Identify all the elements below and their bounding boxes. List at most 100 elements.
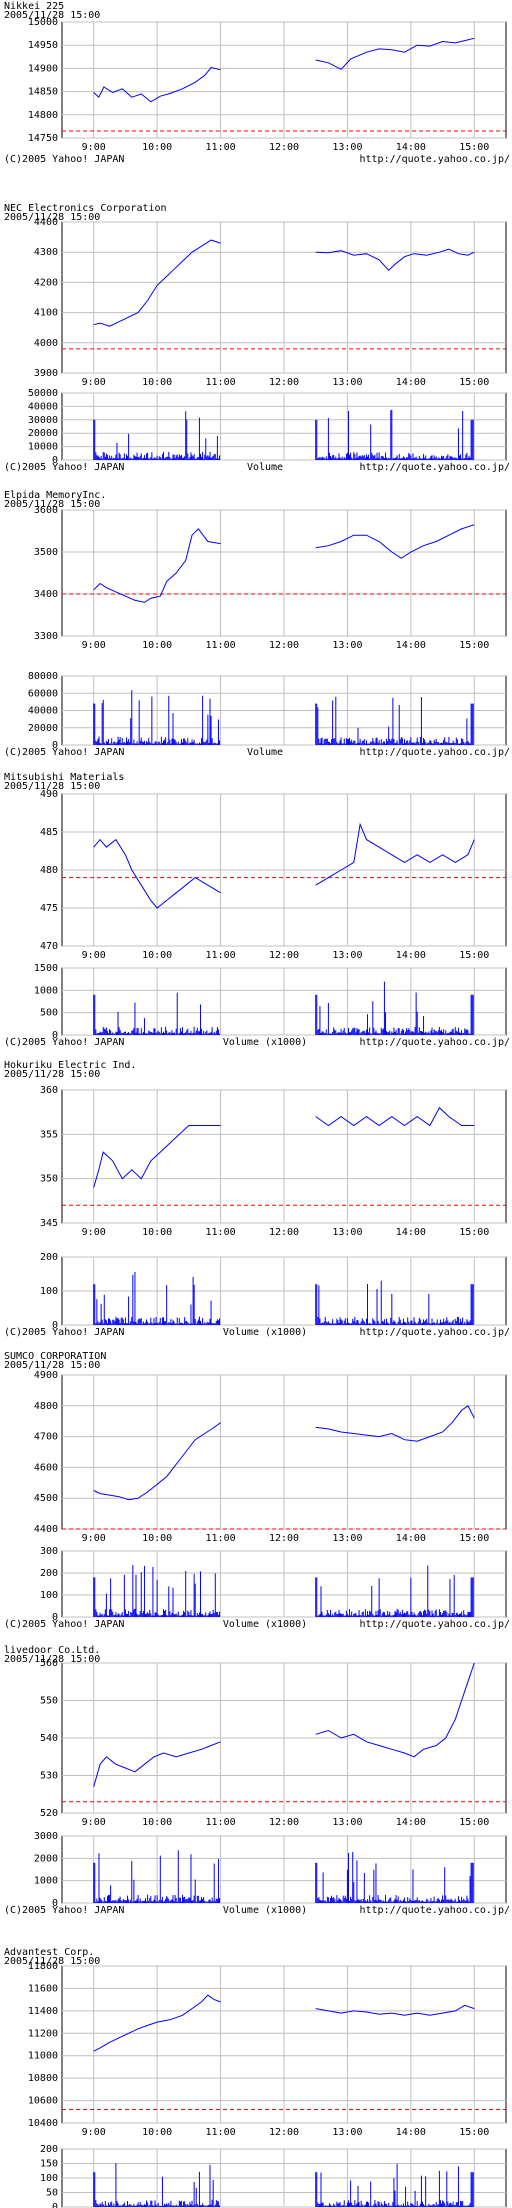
y-tick-label: 560 — [40, 1658, 58, 1669]
chart-timestamp: 2005/11/28 15:00 — [4, 781, 100, 792]
y-tick-label: 480 — [40, 865, 58, 876]
chart-timestamp: 2005/11/28 15:00 — [4, 212, 100, 223]
chart-5: Hokuriku Electric Ind.2005/11/28 15:00 34… — [4, 1060, 510, 1338]
chart-title: Elpida MemoryInc. — [4, 490, 106, 501]
x-tick-label: 11:00 — [206, 1533, 236, 1544]
volume-tick-label: 20000 — [28, 428, 58, 439]
price-line-morning — [93, 838, 221, 909]
price-line-morning — [93, 1422, 221, 1501]
x-tick-label: 12:00 — [269, 1533, 299, 1544]
y-tick-label: 11000 — [28, 2051, 58, 2062]
volume-tick-label: 0 — [52, 740, 58, 751]
x-tick-label: 9:00 — [82, 1533, 106, 1544]
x-tick-label: 9:00 — [82, 640, 106, 651]
chart-title: Hokuriku Electric Ind. — [4, 1060, 136, 1071]
volume-tick-label: 200 — [40, 1568, 58, 1579]
y-tick-label: 475 — [40, 903, 58, 914]
source-url: http://quote.yahoo.co.jp/ — [359, 747, 510, 758]
price-line-afternoon — [315, 524, 475, 559]
x-tick-label: 14:00 — [396, 950, 426, 961]
x-tick-label: 15:00 — [459, 2127, 489, 2138]
volume-tick-label: 20000 — [28, 723, 58, 734]
x-tick-label: 11:00 — [206, 2127, 236, 2138]
x-tick-label: 10:00 — [142, 950, 172, 961]
y-tick-label: 14900 — [28, 63, 58, 74]
x-tick-label: 10:00 — [142, 2127, 172, 2138]
y-tick-label: 3300 — [34, 631, 58, 642]
y-tick-label: 15000 — [28, 17, 58, 28]
x-tick-label: 13:00 — [332, 950, 362, 961]
volume-tick-label: 1000 — [34, 1876, 58, 1887]
x-tick-label: 14:00 — [396, 1817, 426, 1828]
y-tick-label: 550 — [40, 1696, 58, 1707]
chart-timestamp: 2005/11/28 15:00 — [4, 1956, 100, 1967]
x-tick-label: 14:00 — [396, 2127, 426, 2138]
x-tick-label: 10:00 — [142, 1817, 172, 1828]
volume-tick-label: 200 — [40, 2144, 58, 2155]
y-tick-label: 10600 — [28, 2096, 58, 2107]
y-tick-label: 470 — [40, 941, 58, 952]
x-tick-label: 11:00 — [206, 377, 236, 388]
x-tick-label: 15:00 — [459, 950, 489, 961]
x-tick-label: 11:00 — [206, 142, 236, 153]
volume-tick-label: 2000 — [34, 1853, 58, 1864]
source-url: http://quote.yahoo.co.jp/ — [359, 1037, 510, 1048]
chart-title: Advantest Corp. — [4, 1947, 94, 1958]
x-tick-label: 10:00 — [142, 640, 172, 651]
volume-axis-label: Volume (x1000) — [223, 1619, 307, 1630]
price-line-morning — [93, 1125, 221, 1188]
copyright-text: (C)2005 Yahoo! JAPAN — [4, 1327, 124, 1338]
x-tick-label: 15:00 — [459, 1227, 489, 1238]
x-tick-label: 15:00 — [459, 640, 489, 651]
volume-tick-label: 100 — [40, 1590, 58, 1601]
x-tick-label: 14:00 — [396, 640, 426, 651]
y-tick-label: 360 — [40, 1085, 58, 1096]
chart-8: Advantest Corp.2005/11/28 15:00 10400 1060… — [4, 1947, 507, 2208]
volume-tick-label: 0 — [52, 1320, 58, 1331]
volume-tick-label: 1000 — [34, 985, 58, 996]
x-tick-label: 12:00 — [269, 2127, 299, 2138]
chart-title: Mitsubishi Materials — [4, 772, 124, 783]
x-tick-label: 14:00 — [396, 377, 426, 388]
volume-tick-label: 1500 — [34, 963, 58, 974]
y-tick-label: 10800 — [28, 2073, 58, 2084]
y-tick-label: 4400 — [34, 217, 58, 228]
volume-tick-label: 80000 — [28, 671, 58, 682]
x-tick-label: 13:00 — [332, 1227, 362, 1238]
price-line-morning — [93, 239, 221, 327]
x-tick-label: 12:00 — [269, 142, 299, 153]
y-tick-label: 3500 — [34, 547, 58, 558]
chart-3: Elpida MemoryInc.2005/11/28 15:00 3300 340… — [4, 490, 510, 758]
x-tick-label: 9:00 — [82, 1227, 106, 1238]
y-tick-label: 350 — [40, 1174, 58, 1185]
price-line-afternoon — [315, 248, 475, 272]
y-tick-label: 4800 — [34, 1401, 58, 1412]
copyright-text: (C)2005 Yahoo! JAPAN — [4, 462, 124, 473]
volume-tick-label: 10000 — [28, 442, 58, 453]
chart-title: Nikkei 225 — [4, 1, 64, 12]
x-tick-label: 9:00 — [82, 1817, 106, 1828]
price-line-afternoon — [315, 1662, 475, 1758]
x-tick-label: 12:00 — [269, 950, 299, 961]
chart-title: livedoor Co.Ltd. — [4, 1645, 100, 1656]
price-line-afternoon — [315, 2004, 475, 2016]
y-tick-label: 4700 — [34, 1432, 58, 1443]
x-tick-label: 12:00 — [269, 1227, 299, 1238]
x-tick-label: 9:00 — [82, 142, 106, 153]
y-tick-label: 485 — [40, 827, 58, 838]
price-line-morning — [93, 1994, 221, 2052]
volume-axis-label: Volume (x1000) — [223, 1905, 307, 1916]
volume-bars — [93, 1272, 474, 1325]
price-line-afternoon — [315, 1405, 475, 1442]
y-tick-label: 490 — [40, 789, 58, 800]
volume-tick-label: 0 — [52, 1612, 58, 1623]
y-tick-label: 11200 — [28, 2028, 58, 2039]
x-tick-label: 9:00 — [82, 950, 106, 961]
volume-tick-label: 60000 — [28, 688, 58, 699]
y-tick-label: 3400 — [34, 589, 58, 600]
chart-timestamp: 2005/11/28 15:00 — [4, 1654, 100, 1665]
volume-bars — [93, 981, 474, 1035]
